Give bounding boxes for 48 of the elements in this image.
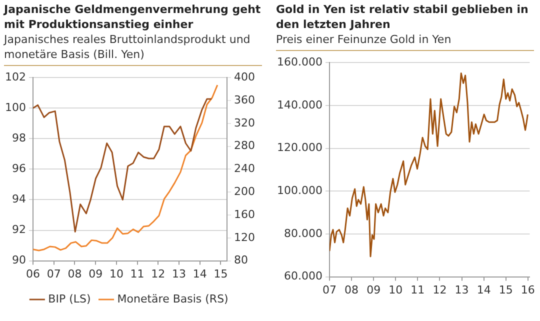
x-tick-label: 12 [432, 283, 447, 296]
y-tick-label: 96 [12, 162, 26, 176]
y2-tick-label: 200 [234, 184, 256, 198]
chart-subtitle: Japanisches reales Bruttoinlandsprodukt und monetäre Basis (Bill. Yen) [4, 32, 262, 66]
y-tick-label: 160.000 [276, 55, 322, 68]
y-tick-label: 140.000 [276, 98, 322, 112]
y-tick-label: 100 [4, 100, 26, 114]
x-tick-label: 13 [172, 267, 186, 280]
y-tick-label: 90 [12, 254, 26, 267]
y-tick-label: 98 [12, 132, 26, 145]
y-tick-label: 102 [4, 70, 26, 84]
x-tick-label: 07 [46, 267, 61, 280]
x-tick-label: 13 [454, 283, 469, 296]
x-tick-label: 11 [130, 267, 144, 280]
y-tick-label: 120.000 [276, 141, 322, 154]
y2-tick-label: 240 [234, 162, 256, 176]
y2-tick-label: 360 [234, 93, 256, 106]
x-tick-label: 16 [520, 283, 535, 296]
x-tick-label: 09 [88, 267, 103, 280]
x-tick-label: 12 [151, 267, 166, 280]
chart-title: Gold in Yen ist relativ stabil geblieben in den letzten Jahren [276, 2, 530, 32]
legend-label: Monetäre Basis (RS) [117, 292, 228, 306]
chart-subtitle: Preis einer Feinunze Gold in Yen [276, 32, 534, 51]
x-tick-label: 14 [192, 267, 207, 280]
chart-title: Japanische Geldmengenvermehrung geht mit Produktionsanstieg einher [4, 2, 262, 32]
y2-tick-label: 400 [234, 70, 256, 84]
y2-tick-label: 280 [234, 139, 256, 152]
x-tick-label: 07 [322, 283, 336, 296]
x-tick-label: 15 [214, 267, 228, 280]
x-tick-label: 09 [366, 283, 381, 296]
y2-tick-label: 120 [234, 230, 256, 244]
x-tick-label: 08 [344, 283, 359, 296]
x-tick-label: 10 [109, 267, 124, 280]
y-tick-label: 60.000 [284, 270, 322, 283]
y-tick-label: 100.000 [276, 184, 322, 197]
y-tick-label: 94 [12, 192, 26, 206]
x-tick-label: 11 [410, 283, 425, 296]
x-tick-label: 15 [498, 283, 513, 296]
x-tick-label: 08 [68, 267, 82, 280]
y2-tick-label: 160 [234, 208, 256, 221]
legend-label: BIP (LS) [48, 292, 91, 306]
y2-tick-label: 320 [234, 116, 256, 130]
x-tick-label: 14 [476, 283, 491, 296]
y-tick-label: 92 [12, 223, 26, 236]
x-tick-label: 06 [26, 267, 40, 280]
y-tick-label: 80.000 [284, 226, 322, 240]
x-tick-label: 10 [388, 283, 403, 296]
y2-tick-label: 80 [234, 254, 248, 267]
